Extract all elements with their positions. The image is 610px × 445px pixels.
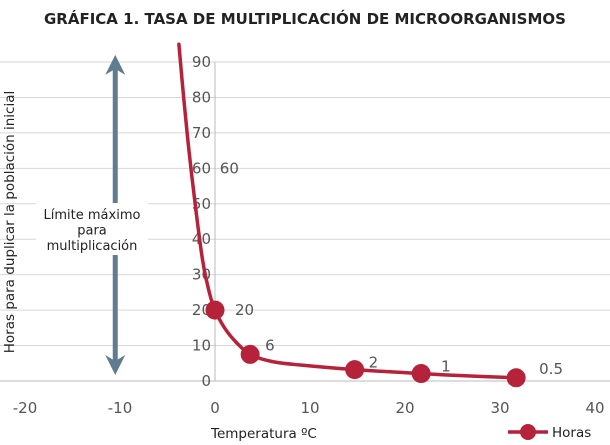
- data-label: 1: [441, 358, 451, 376]
- annotation-label: 60: [220, 159, 239, 177]
- data-label: 0.5: [539, 360, 563, 378]
- y-tick-label: 70: [192, 124, 211, 142]
- data-label: 20: [235, 301, 254, 319]
- x-tick-label: 20: [395, 399, 414, 417]
- data-point: [506, 368, 526, 388]
- limit-text-line: multiplicación: [47, 239, 138, 254]
- y-tick-label: 10: [192, 337, 211, 355]
- data-point: [345, 360, 365, 380]
- limit-text-line: Límite máximo: [44, 208, 141, 223]
- x-tick-label: 10: [300, 399, 319, 417]
- y-tick-label: 60: [192, 159, 211, 177]
- y-tick-label: 80: [192, 88, 211, 106]
- legend: Horas: [508, 424, 591, 441]
- x-tick-label: -10: [108, 399, 133, 417]
- data-point: [205, 300, 225, 320]
- series-horas: [177, 42, 526, 388]
- data-point: [240, 344, 260, 364]
- y-tick-label: 20: [192, 301, 211, 319]
- legend-swatch-marker: [520, 424, 536, 440]
- limit-text-backing: [36, 203, 148, 255]
- x-tick-label: 40: [585, 399, 604, 417]
- x-tick-label: 0: [210, 399, 220, 417]
- x-tick-label: -20: [13, 399, 38, 417]
- limit-arrow-head-up: [105, 54, 126, 75]
- limit-text-line: para: [77, 224, 107, 239]
- data-labels: 20 6 2 1 0.5 60: [220, 159, 563, 377]
- x-axis-label: Temperatura ºC: [210, 426, 317, 442]
- chart-title: GRÁFICA 1. TASA DE MULTIPLICACIÓN DE MIC…: [44, 9, 566, 28]
- y-tick-label: 40: [192, 230, 211, 248]
- data-label: 2: [369, 354, 379, 372]
- series-line-horas: [177, 42, 518, 380]
- data-point: [411, 364, 431, 384]
- y-tick-label: 0: [201, 372, 211, 390]
- y-tick-label: 90: [192, 53, 211, 71]
- x-tick-label: 30: [490, 399, 509, 417]
- y-axis-label: Horas para duplicar la población inicial: [2, 91, 18, 354]
- data-label: 6: [265, 336, 275, 354]
- limit-arrow-head-down: [105, 355, 126, 375]
- legend-label: Horas: [552, 425, 591, 441]
